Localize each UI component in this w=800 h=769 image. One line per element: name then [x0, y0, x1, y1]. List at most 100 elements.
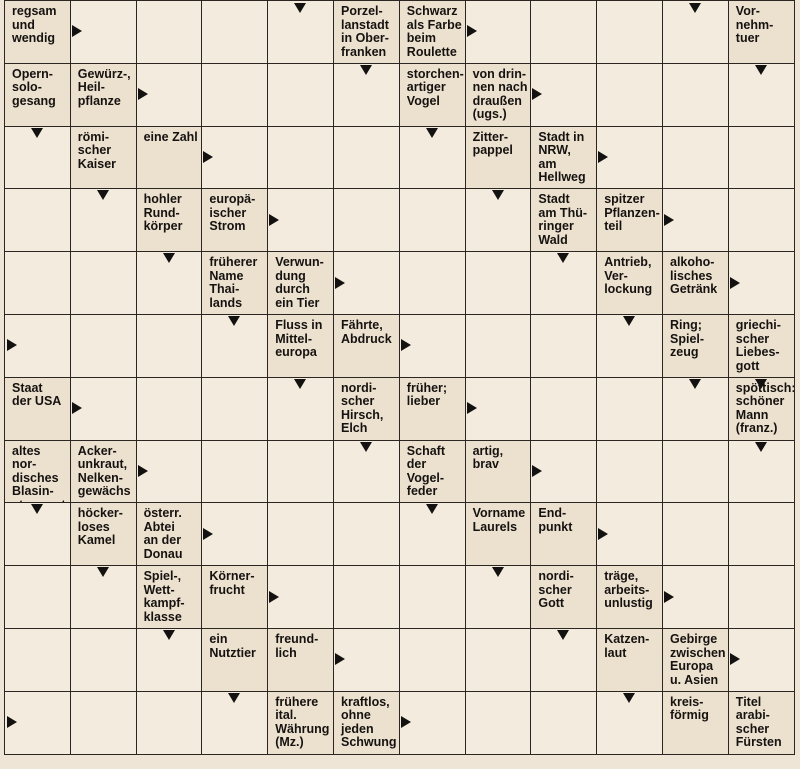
arrow-down-icon	[688, 378, 701, 389]
arrow-down-icon	[754, 441, 767, 452]
answer-cell[interactable]	[4, 628, 72, 693]
arrow-down-icon	[359, 64, 372, 75]
clue-cell: Katzen- laut	[596, 628, 664, 693]
clue-cell: griechi- scher Liebes- gott	[727, 314, 796, 379]
answer-cell[interactable]	[135, 314, 203, 379]
answer-cell[interactable]	[727, 188, 796, 253]
answer-cell[interactable]	[398, 188, 467, 253]
clue-cell: freund- lich	[267, 628, 335, 693]
answer-cell[interactable]	[727, 439, 796, 504]
arrow-right-icon	[137, 465, 148, 477]
answer-cell[interactable]	[135, 0, 203, 65]
arrow-down-icon	[359, 441, 372, 452]
clue-cell: Spiel-, Wett- kampf- klasse	[135, 565, 203, 630]
answer-cell[interactable]	[464, 690, 532, 756]
arrow-right-icon	[7, 339, 17, 352]
answer-cell[interactable]	[267, 62, 335, 128]
arrow-down-icon	[623, 692, 636, 703]
clue-cell: österr. Abtei an der Donau	[135, 502, 203, 567]
arrow-right-icon	[269, 590, 280, 603]
clue-cell: höcker- loses Kamel	[69, 502, 138, 567]
arrow-right-icon	[729, 653, 740, 666]
answer-cell[interactable]	[201, 439, 269, 504]
arrow-down-icon	[228, 316, 241, 326]
clue-cell: Vor- nehm- tuer	[727, 0, 796, 65]
answer-cell[interactable]	[662, 62, 730, 128]
clue-cell: spitzer Pflanzen- teil	[596, 188, 664, 253]
answer-cell[interactable]	[69, 314, 138, 379]
answer-cell[interactable]	[333, 565, 401, 630]
answer-cell[interactable]	[398, 251, 467, 316]
answer-cell[interactable]	[267, 502, 335, 567]
answer-cell[interactable]	[398, 628, 467, 693]
clue-cell: Stadt am Thü- ringer Wald	[530, 188, 598, 253]
clue-cell: kreis- förmig	[662, 690, 730, 756]
answer-cell[interactable]	[135, 251, 203, 316]
answer-cell[interactable]	[727, 125, 796, 190]
answer-cell[interactable]	[596, 0, 664, 65]
clue-cell: nordi- scher Gott	[530, 565, 598, 630]
arrow-right-icon	[269, 213, 280, 226]
arrow-right-icon	[335, 276, 345, 289]
answer-cell[interactable]	[267, 439, 335, 504]
answer-cell[interactable]	[596, 62, 664, 128]
answer-cell[interactable]	[69, 628, 138, 693]
answer-cell[interactable]	[530, 690, 598, 756]
answer-cell[interactable]	[135, 376, 203, 442]
clue-cell: römi- scher Kaiser	[69, 125, 138, 190]
answer-cell[interactable]	[69, 188, 138, 253]
answer-cell[interactable]	[464, 628, 532, 693]
arrow-down-icon	[425, 127, 438, 138]
answer-cell[interactable]	[662, 125, 730, 190]
answer-cell[interactable]	[530, 0, 598, 65]
answer-cell[interactable]	[267, 125, 335, 190]
answer-cell[interactable]	[464, 314, 532, 379]
answer-cell[interactable]	[201, 0, 269, 65]
answer-cell[interactable]	[727, 502, 796, 567]
arrow-down-icon	[754, 378, 767, 389]
answer-cell[interactable]	[4, 565, 72, 630]
clue-cell: ein Nutztier	[201, 628, 269, 693]
clue-cell: regsam und wendig	[4, 0, 72, 65]
answer-cell[interactable]	[530, 314, 598, 379]
answer-cell[interactable]	[662, 439, 730, 504]
answer-cell[interactable]	[4, 251, 72, 316]
clue-cell: Zitter- pappel	[464, 125, 532, 190]
clue-cell: europä- ischer Strom	[201, 188, 269, 253]
clue-cell: Acker- unkraut, Nelken- gewächs	[69, 439, 138, 504]
clue-cell: Ring; Spiel- zeug	[662, 314, 730, 379]
arrow-down-icon	[228, 692, 241, 703]
clue-cell: alkoho- lisches Getränk	[662, 251, 730, 316]
answer-cell[interactable]	[464, 251, 532, 316]
arrow-right-icon	[466, 25, 477, 38]
clue-cell: Körner- frucht	[201, 565, 269, 630]
answer-cell[interactable]	[662, 502, 730, 567]
answer-cell[interactable]	[4, 188, 72, 253]
clue-cell: nordi- scher Hirsch, Elch	[333, 376, 401, 442]
clue-cell: früher; lieber	[398, 376, 467, 442]
clue-cell: Titel arabi- scher Fürsten	[727, 690, 796, 756]
answer-cell[interactable]	[464, 565, 532, 630]
answer-cell[interactable]	[333, 502, 401, 567]
answer-cell[interactable]	[267, 565, 335, 630]
answer-cell[interactable]	[596, 376, 664, 442]
clue-cell: von drin- nen nach draußen (ugs.)	[464, 62, 532, 128]
answer-cell[interactable]	[4, 125, 72, 190]
arrow-down-icon	[30, 127, 43, 138]
answer-cell[interactable]	[69, 251, 138, 316]
answer-cell[interactable]	[727, 565, 796, 630]
answer-cell[interactable]	[135, 690, 203, 756]
answer-cell[interactable]	[530, 376, 598, 442]
answer-cell[interactable]	[201, 376, 269, 442]
answer-cell[interactable]	[596, 439, 664, 504]
clue-cell: Fährte, Abdruck	[333, 314, 401, 379]
arrow-right-icon	[203, 527, 214, 540]
answer-cell[interactable]	[333, 125, 401, 190]
answer-cell[interactable]	[201, 62, 269, 128]
arrow-down-icon	[294, 3, 307, 13]
arrow-down-icon	[688, 3, 701, 13]
answer-cell[interactable]	[398, 565, 467, 630]
clue-cell: Opern- solo- gesang	[4, 62, 72, 128]
answer-cell[interactable]	[69, 690, 138, 756]
answer-cell[interactable]	[333, 188, 401, 253]
